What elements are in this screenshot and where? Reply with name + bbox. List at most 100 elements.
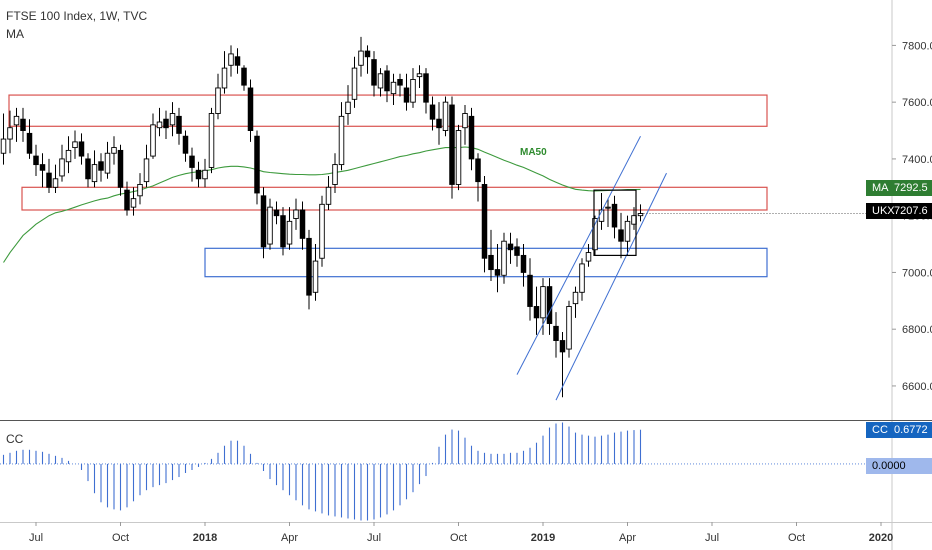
candle-body [455,130,462,185]
candle-body [553,325,559,341]
ukx-tag-value: 7207.6 [894,205,928,217]
candle-body [267,206,273,245]
candle-body [579,263,585,293]
x-tick-label: Jul [705,532,719,544]
candle-body [527,274,533,307]
candle-body [312,260,319,293]
x-tick-label: Jul [367,532,381,544]
candle-body [150,124,156,157]
candle-body [449,104,455,185]
candle-body [137,184,143,197]
x-tick-label: Oct [788,532,805,544]
candle-body [228,53,234,66]
candle-body [286,220,293,245]
candle-body [202,169,208,180]
chart-title[interactable]: FTSE 100 Index, 1W, TVC [6,9,148,23]
candle-body [306,237,312,296]
x-tick-label: Apr [619,532,636,544]
candle-body [241,67,247,86]
candle-body [91,164,98,183]
cc-pane-title[interactable]: CC [6,432,24,446]
candle-body [111,147,117,154]
candle-body [364,50,371,58]
candle-body [85,158,91,180]
candle-body [104,152,111,174]
indicator-title[interactable]: MA [6,27,24,41]
candle-body [462,113,468,129]
candle-body [254,135,260,194]
x-tick-label: Jul [29,532,43,544]
candle-body [293,209,299,219]
candle-body [299,209,306,239]
zones-layer [8,94,768,278]
candle-body [338,115,345,166]
candle-body [273,209,280,217]
candle-body [39,164,46,171]
candle-body [559,340,566,353]
y-tick-label: 7600.0 [902,97,932,109]
candle-body [124,189,130,211]
resistance-zone [8,94,768,127]
channel-upper-line [516,135,641,375]
ma50-label: MA50 [520,147,547,158]
candle-body [475,158,481,183]
candle-body [234,56,241,66]
candle-body [156,121,163,129]
x-tick-label: 2018 [193,532,217,544]
consolidation-box [593,189,637,257]
cc-tag-name: CC [872,424,888,436]
candle-body [33,155,39,166]
candles-layer [0,36,644,398]
x-tick-label: Oct [450,532,467,544]
candle-body [0,138,7,154]
ma-tag-name: MA [872,182,889,194]
candle-body [416,73,423,78]
candle-body [78,141,85,157]
candle-body [624,220,631,242]
candle-body [325,186,332,205]
cc-price-tag: CC 0.6772 [866,422,932,438]
candle-body [221,67,228,89]
y-tick-label: 7400.0 [902,154,932,166]
candle-body [592,218,598,251]
cc-tag-value: 0.6772 [894,424,928,436]
candle-body [358,50,364,66]
ma-layer: MA50 [3,146,641,263]
resistance-zone [21,186,768,211]
candle-body [384,70,390,92]
candle-body [20,118,26,131]
candle-body [98,161,104,171]
cc-layer [0,422,892,521]
candle-body [605,206,611,209]
candle-body [585,252,592,262]
candle-body [117,149,124,188]
candle-body [540,286,546,319]
candle-body [377,73,384,89]
ukx-price-tag: UKX7207.6 [866,203,932,219]
x-tick-label: Apr [281,532,298,544]
candle-body [501,240,507,276]
candle-body [520,254,527,273]
overlay-layer [516,135,892,401]
candle-body [143,158,150,183]
x-tick-label: 2020 [869,532,893,544]
candle-body [423,73,429,103]
candle-body [46,172,52,188]
candle-body [429,104,436,120]
candle-body [280,215,286,248]
candle-body [468,115,475,160]
candle-body [533,306,540,319]
candle-body [247,87,254,131]
candle-body [566,306,572,350]
candle-body [507,243,514,251]
candle-body [546,286,553,324]
candle-body [130,198,137,208]
cc-zero-value: 0.0000 [872,460,906,472]
candle-body [488,254,494,271]
candle-body [345,101,351,114]
candle-body [65,149,72,163]
candle-body [618,229,624,242]
candle-body [436,118,442,129]
candle-body [163,118,169,129]
y-tick-label: 6800.0 [902,324,932,336]
